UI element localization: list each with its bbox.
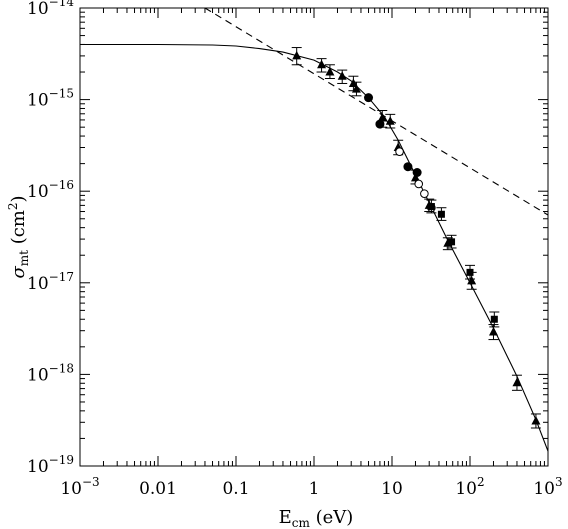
y-axis-label: σmt (cm2) <box>6 195 31 278</box>
x-tick-label-exp: −3 <box>82 475 100 489</box>
y-tick-label-exp: −18 <box>49 361 74 375</box>
x-tick-label: 0.1 <box>222 479 249 499</box>
dashed-curve <box>204 8 548 216</box>
x-tick-label: 1 <box>309 479 320 499</box>
triangle-point <box>337 71 347 80</box>
triangle-point <box>512 377 522 387</box>
square-point <box>427 203 435 211</box>
triangle-point <box>351 84 361 93</box>
open-circle-point <box>420 189 429 198</box>
triangle-point <box>385 116 395 125</box>
y-tick-label-base: 10 <box>27 182 49 202</box>
filled-circle-point <box>375 119 385 129</box>
y-tick-label-base: 10 <box>27 365 49 385</box>
triangle-point <box>410 172 420 182</box>
y-tick-label-base: 10 <box>27 91 49 111</box>
open-circle-point <box>395 147 404 156</box>
triangle-point <box>377 112 387 122</box>
filled-circle-point <box>403 162 413 172</box>
y-tick-label: 10−16 <box>27 178 74 202</box>
y-tick-label-base: 10 <box>27 274 49 294</box>
triangle-point <box>531 415 541 425</box>
triangle-point <box>325 67 335 76</box>
y-tick-label: 10−17 <box>27 270 74 294</box>
y-axis-label-rest: (cm <box>8 210 29 250</box>
y-tick-label: 10−19 <box>27 453 74 477</box>
square-point <box>466 268 474 276</box>
y-tick-label-exp: −15 <box>49 87 74 101</box>
x-tick-label: 102 <box>455 475 484 499</box>
y-axis-label-sup: 2 <box>6 202 20 210</box>
x-tick-label-base: 0.01 <box>139 479 177 499</box>
x-tick-label: 10 <box>381 479 403 499</box>
x-axis-label-base: E <box>279 507 292 528</box>
fit-curves <box>80 8 548 452</box>
x-tick-label: 10−3 <box>60 475 99 499</box>
y-tick-label-exp: −14 <box>49 0 75 9</box>
triangle-point <box>292 50 302 60</box>
triangle-point <box>348 78 358 87</box>
square-point <box>437 210 445 218</box>
tick-labels: 10−3 0.01 0.1 1 10 102 10310−1910−1810−1710−16… <box>27 0 563 499</box>
axis-ticks <box>79 7 549 467</box>
solid-curve <box>80 43 548 452</box>
square-point <box>448 238 456 246</box>
x-tick-label: 0.01 <box>139 479 177 499</box>
open-circle-point <box>414 179 424 189</box>
x-axis-label-rest: (eV) <box>310 507 353 528</box>
x-tick-label-base: 10 <box>60 479 82 499</box>
triangle-point <box>488 327 498 336</box>
filled-circle-point <box>364 93 374 103</box>
y-tick-label: 10−15 <box>27 87 74 111</box>
y-tick-label: 10−14 <box>27 0 74 19</box>
x-tick-label-base: 10 <box>381 479 403 499</box>
x-tick-label: 103 <box>533 475 562 499</box>
y-tick-label-exp: −16 <box>49 178 74 192</box>
x-tick-label-exp: 3 <box>555 475 563 489</box>
square-point <box>490 315 498 323</box>
plot-frame <box>79 7 549 467</box>
x-axis-label-sub: cm <box>292 516 311 529</box>
x-tick-label-base: 1 <box>309 479 320 499</box>
x-tick-label-exp: 2 <box>477 475 485 489</box>
y-tick-label-base: 10 <box>27 0 49 19</box>
y-tick-label-exp: −19 <box>49 453 74 467</box>
filled-circle-point <box>412 168 422 178</box>
y-axis-label-base: σ <box>8 266 29 279</box>
y-axis-label-sub: mt <box>17 250 31 266</box>
x-tick-label-base: 10 <box>533 479 555 499</box>
y-tick-label-base: 10 <box>27 457 49 477</box>
y-tick-label: 10−18 <box>27 361 74 385</box>
data-markers <box>291 47 541 429</box>
triangle-point <box>467 275 477 285</box>
x-tick-label-base: 10 <box>455 479 477 499</box>
y-axis-label-end: ) <box>8 195 29 202</box>
triangle-point <box>317 59 327 69</box>
y-tick-label-exp: −17 <box>49 270 74 284</box>
x-tick-label-base: 0.1 <box>222 479 249 499</box>
x-axis-label: Ecm (eV) <box>279 507 354 529</box>
